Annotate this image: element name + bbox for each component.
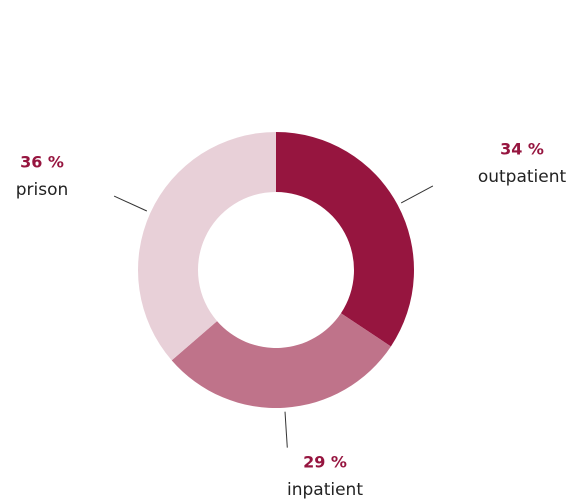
category-label: inpatient [287,480,363,500]
value-label: 36 % [20,153,64,172]
leader-line [113,195,148,212]
value-label: 34 % [500,140,544,159]
donut-slice [276,132,415,347]
category-label: outpatient [478,167,567,187]
donut-slice [171,313,391,409]
leader-line [400,185,434,204]
category-label: prison [16,180,69,200]
value-label: 29 % [303,453,347,472]
donut-slice [138,132,276,361]
leader-line [284,411,288,448]
